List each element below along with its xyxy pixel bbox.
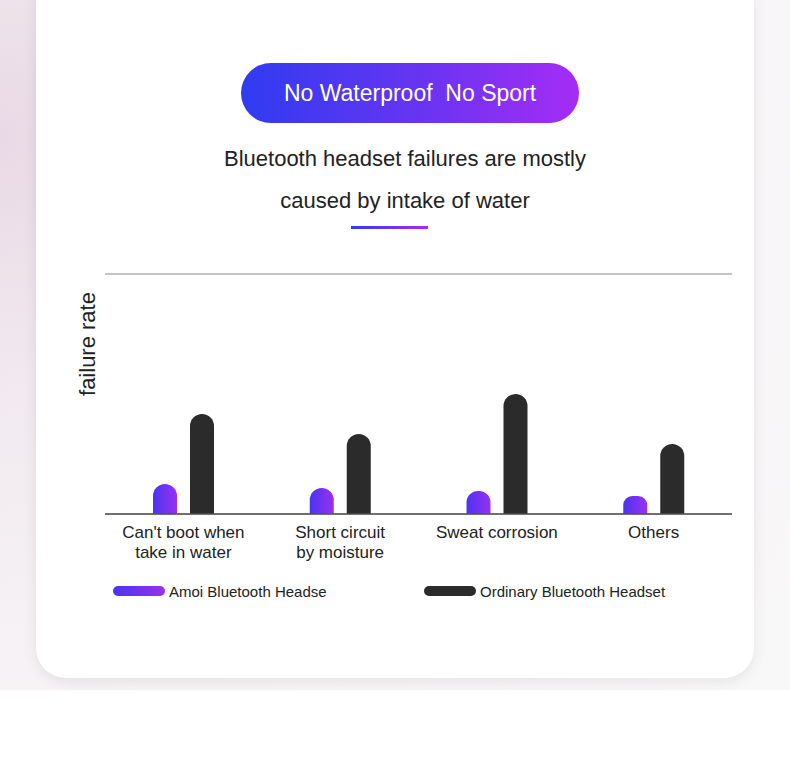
svg-text:Can't boot whentake in water: Can't boot whentake in water — [122, 523, 244, 562]
html-text:No Waterproof No Sport: No Waterproof No Sport — [283, 80, 537, 106]
svg-text:Short circuitby moisture: Short circuitby moisture — [295, 523, 385, 562]
svg-text:Sweat corrosion: Sweat corrosion — [436, 523, 558, 542]
html-text:Amoi Bluetooth Headse: Amoi Bluetooth Headse — [169, 582, 327, 600]
html-text:failure rate: failure rate — [75, 292, 100, 396]
html-text:Bluetooth headset failures are: Bluetooth headset failures are mostly ca… — [224, 146, 586, 213]
svg-text:Others: Others — [628, 523, 679, 542]
html-text:Ordinary Bluetooth Headset: Ordinary Bluetooth Headset — [480, 582, 666, 600]
